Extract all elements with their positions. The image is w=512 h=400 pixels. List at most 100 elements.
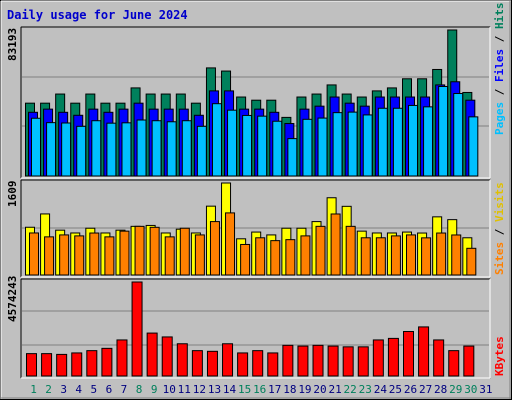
day-label-13: 13 xyxy=(208,383,221,396)
pages-bar-26 xyxy=(408,104,418,177)
sites-bar-1 xyxy=(29,232,39,276)
kbytes-bar-3 xyxy=(56,353,68,377)
day-label-29: 29 xyxy=(449,383,462,396)
kbytes-bar-27 xyxy=(418,326,430,377)
pages-bar-11 xyxy=(181,120,192,177)
kbytes-bar-5 xyxy=(86,350,98,377)
kbytes-bar-2 xyxy=(41,353,53,377)
day-label-31: 31 xyxy=(479,383,492,396)
kbytes-bar-19 xyxy=(297,345,309,377)
sites-bar-2 xyxy=(44,236,55,276)
sites-bar-6 xyxy=(104,236,115,276)
pages-bar-15 xyxy=(242,114,253,177)
day-label-3: 3 xyxy=(60,383,67,396)
sites-bar-20 xyxy=(315,225,326,276)
day-label-18: 18 xyxy=(283,383,296,396)
kbytes-bar-6 xyxy=(101,347,113,377)
pages-bar-13 xyxy=(211,103,222,177)
pages-bar-19 xyxy=(302,118,313,177)
sep-label-2: / xyxy=(493,29,506,49)
sites-bar-3 xyxy=(59,234,70,276)
sites-bar-21 xyxy=(330,213,341,276)
kbytes-bar-23 xyxy=(357,346,369,377)
kbytes-bar-16 xyxy=(252,350,264,377)
sites-bar-24 xyxy=(375,237,386,276)
day-label-12: 12 xyxy=(193,383,206,396)
day-label-2: 2 xyxy=(45,383,52,396)
kbytes-bar-1 xyxy=(26,353,37,377)
kbytes-max-label: 4574243 xyxy=(6,276,19,322)
visits-label: Visits xyxy=(493,182,506,222)
sites-bar-14 xyxy=(225,212,236,276)
pages-bar-3 xyxy=(61,122,72,177)
day-label-26: 26 xyxy=(404,383,417,396)
kbytes-bar-11 xyxy=(176,343,188,377)
sites-bar-18 xyxy=(285,239,296,276)
day-label-17: 17 xyxy=(268,383,281,396)
day-label-14: 14 xyxy=(223,383,237,396)
kbytes-bar-14 xyxy=(222,343,234,377)
pages-bar-7 xyxy=(121,122,132,177)
pages-bar-5 xyxy=(91,120,102,177)
pages-bar-10 xyxy=(166,121,177,177)
day-label-28: 28 xyxy=(434,383,447,396)
sites-bar-26 xyxy=(406,234,416,276)
pages-bar-9 xyxy=(151,120,162,177)
kbytes-bar-28 xyxy=(433,339,445,377)
pages-bar-6 xyxy=(106,122,117,177)
kbytes-label: KBytes xyxy=(493,336,506,376)
day-label-8: 8 xyxy=(136,383,143,396)
visits-max-label: 1609 xyxy=(6,181,19,208)
sites-bar-7 xyxy=(119,230,130,276)
sites-bar-17 xyxy=(270,240,281,276)
kbytes-bar-24 xyxy=(372,339,384,377)
pages-bar-24 xyxy=(377,107,388,177)
kbytes-bar-9 xyxy=(146,332,158,377)
day-label-10: 10 xyxy=(163,383,176,396)
pages-bar-2 xyxy=(46,122,57,177)
day-label-16: 16 xyxy=(253,383,266,396)
day-label-5: 5 xyxy=(91,383,98,396)
kbytes-bar-4 xyxy=(71,352,83,377)
sites-bar-29 xyxy=(451,234,462,276)
day-label-25: 25 xyxy=(389,383,402,396)
sites-bar-27 xyxy=(421,237,432,276)
kbytes-bar-29 xyxy=(448,350,460,377)
files-label: Files xyxy=(493,49,506,82)
pages-label: Pages xyxy=(493,102,506,135)
day-label-30: 30 xyxy=(464,383,477,396)
day-label-21: 21 xyxy=(328,383,341,396)
kbytes-bar-12 xyxy=(191,350,203,377)
sites-bar-16 xyxy=(255,237,266,276)
pages-bar-16 xyxy=(257,115,268,177)
pages-bar-1 xyxy=(31,117,41,177)
day-label-11: 11 xyxy=(178,383,191,396)
day-label-20: 20 xyxy=(313,383,326,396)
kbytes-bar-30 xyxy=(463,345,475,377)
pages-bar-14 xyxy=(227,109,238,177)
sites-bar-23 xyxy=(360,237,371,276)
pages-bar-21 xyxy=(332,112,343,177)
day-label-1: 1 xyxy=(30,383,37,396)
sites-bar-10 xyxy=(164,236,175,276)
pages-bar-22 xyxy=(347,111,358,177)
day-label-4: 4 xyxy=(75,383,82,396)
sites-bar-25 xyxy=(390,235,401,276)
sites-bar-22 xyxy=(345,225,356,276)
day-label-22: 22 xyxy=(344,383,357,396)
sites-bar-4 xyxy=(74,235,85,276)
kbytes-axis-label: KBytes xyxy=(493,336,506,376)
sep-label-1: / xyxy=(493,82,506,102)
day-labels: 1 2 3 4 5 6 7 8 9 10 11 12 13 14 15 16 17 18 19 20 21 22 23 24 2… xyxy=(30,383,492,396)
sites-bar-8 xyxy=(134,225,145,276)
kbytes-bar-17 xyxy=(267,352,279,377)
day-label-27: 27 xyxy=(419,383,432,396)
kbytes-bar-20 xyxy=(312,344,324,377)
pages-bar-17 xyxy=(272,120,283,177)
hits-label: Hits xyxy=(493,3,506,30)
sites-bar-5 xyxy=(89,232,100,276)
sites-bar-30 xyxy=(466,247,477,276)
pages-bar-30 xyxy=(468,116,479,177)
day-label-15: 15 xyxy=(238,383,251,396)
